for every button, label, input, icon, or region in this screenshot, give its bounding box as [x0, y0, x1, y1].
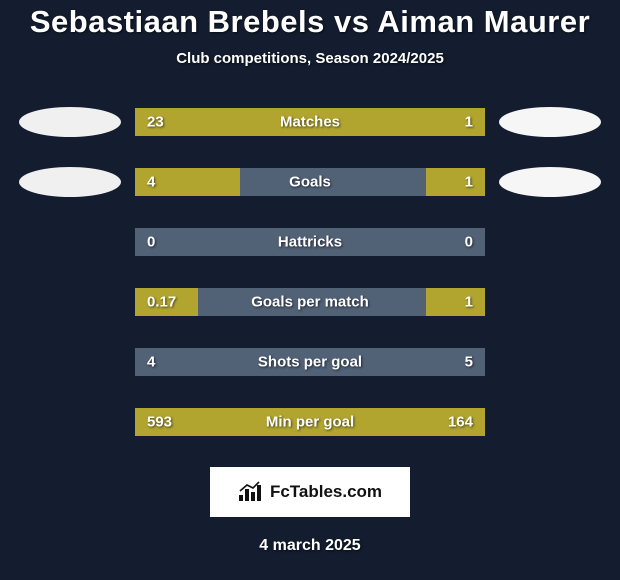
bar-fill-left — [135, 108, 422, 136]
page-subtitle: Club competitions, Season 2024/2025 — [0, 50, 620, 67]
content-root: Sebastiaan Brebels vs Aiman Maurer Club … — [0, 0, 620, 555]
logo-spacer — [19, 407, 121, 437]
logo-spacer — [19, 227, 121, 257]
stat-value-left: 4 — [147, 354, 155, 371]
footer-date: 4 march 2025 — [0, 537, 620, 555]
stat-row: 4 1 Goals — [0, 167, 620, 197]
stat-value-right: 1 — [465, 114, 473, 131]
stats-container: 23 1 Matches 4 1 Goals 0 0 Hattricks 0.17 1 Goals p… — [0, 107, 620, 437]
bar-fill-right — [426, 288, 486, 316]
stat-bar: 4 1 Goals — [135, 168, 485, 196]
stat-label: Shots per goal — [258, 354, 362, 371]
logo-spacer — [499, 347, 601, 377]
team-logo-right — [499, 107, 601, 137]
stat-row: 23 1 Matches — [0, 107, 620, 137]
page-title: Sebastiaan Brebels vs Aiman Maurer — [0, 4, 620, 40]
stat-value-right: 164 — [448, 414, 473, 431]
stat-value-left: 593 — [147, 414, 172, 431]
stat-value-right: 0 — [465, 234, 473, 251]
stat-value-left: 4 — [147, 174, 155, 191]
stat-bar: 593 164 Min per goal — [135, 408, 485, 436]
stat-label: Goals — [289, 174, 331, 191]
stat-value-left: 0.17 — [147, 294, 176, 311]
stat-bar: 23 1 Matches — [135, 108, 485, 136]
stat-label: Matches — [280, 114, 340, 131]
bar-fill-right — [422, 108, 485, 136]
stat-value-right: 1 — [465, 294, 473, 311]
stat-row: 0 0 Hattricks — [0, 227, 620, 257]
stat-bar: 0.17 1 Goals per match — [135, 288, 485, 316]
team-logo-left — [19, 167, 121, 197]
stat-label: Hattricks — [278, 234, 342, 251]
stat-bar: 4 5 Shots per goal — [135, 348, 485, 376]
bar-fill-right — [426, 168, 486, 196]
team-logo-right — [499, 167, 601, 197]
brand-text: FcTables.com — [270, 482, 382, 502]
stat-label: Goals per match — [251, 294, 369, 311]
stat-label: Min per goal — [266, 414, 354, 431]
stat-value-right: 5 — [465, 354, 473, 371]
stat-value-left: 0 — [147, 234, 155, 251]
chart-icon — [238, 481, 264, 503]
stat-value-right: 1 — [465, 174, 473, 191]
logo-spacer — [499, 407, 601, 437]
logo-spacer — [19, 347, 121, 377]
stat-bar: 0 0 Hattricks — [135, 228, 485, 256]
logo-spacer — [499, 227, 601, 257]
brand-box: FcTables.com — [210, 467, 410, 517]
stat-row: 0.17 1 Goals per match — [0, 287, 620, 317]
logo-spacer — [19, 287, 121, 317]
stat-value-left: 23 — [147, 114, 164, 131]
stat-row: 593 164 Min per goal — [0, 407, 620, 437]
logo-spacer — [499, 287, 601, 317]
stat-row: 4 5 Shots per goal — [0, 347, 620, 377]
team-logo-left — [19, 107, 121, 137]
